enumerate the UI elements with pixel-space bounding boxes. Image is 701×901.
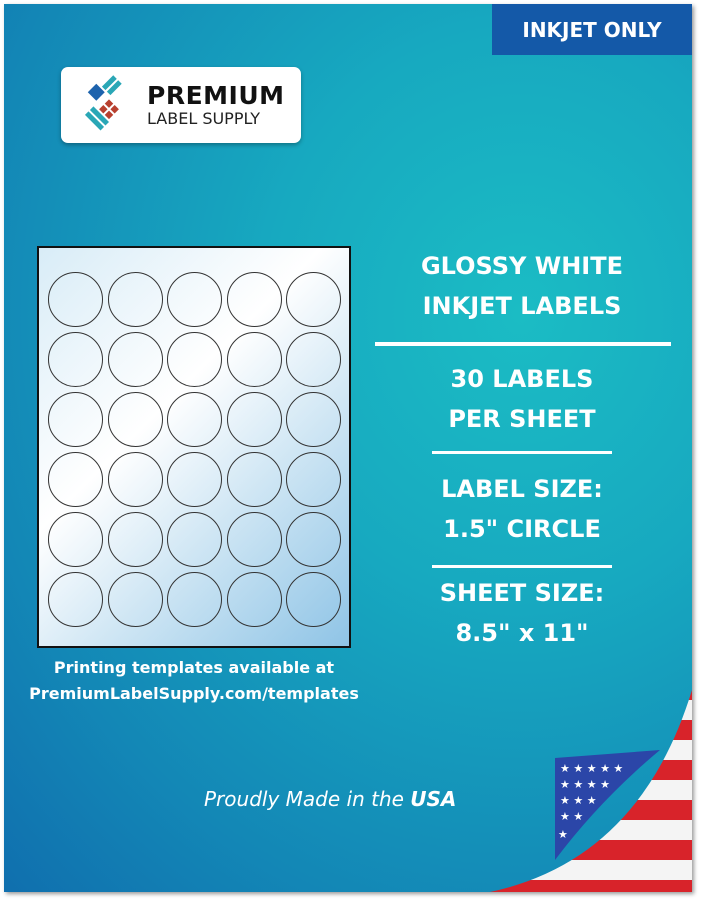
circle-label bbox=[48, 452, 103, 507]
circle-label bbox=[107, 392, 163, 447]
circle-label bbox=[107, 272, 163, 327]
circle-label bbox=[167, 512, 222, 567]
svg-text:★ ★ ★ ★: ★ ★ ★ ★ bbox=[560, 778, 610, 791]
circle-label bbox=[226, 512, 282, 567]
circle-label bbox=[286, 512, 341, 567]
circle-label bbox=[107, 512, 163, 567]
logo-text-label-supply: LABEL SUPPLY bbox=[147, 109, 261, 128]
logo-text-premium: PREMIUM bbox=[147, 81, 285, 110]
circle-label bbox=[286, 332, 341, 387]
circle-label bbox=[167, 572, 222, 627]
circle-label bbox=[48, 392, 103, 447]
svg-text:★ ★: ★ ★ bbox=[560, 810, 583, 823]
circle-label bbox=[286, 392, 341, 447]
sheet-size-line-2: 8.5" x 11" bbox=[455, 619, 589, 647]
svg-text:★ ★ ★ ★ ★: ★ ★ ★ ★ ★ bbox=[560, 762, 623, 775]
circle-label bbox=[107, 332, 163, 387]
circle-label bbox=[167, 272, 222, 327]
title-line-2: INKJET LABELS bbox=[422, 292, 622, 320]
product-image: INKJET ONLY PREMIUM LABEL SUPPLY GLOSSY … bbox=[4, 4, 692, 892]
circle-label bbox=[286, 272, 341, 327]
circle-label bbox=[226, 332, 282, 387]
divider bbox=[432, 451, 612, 454]
title-line-1: GLOSSY WHITE bbox=[420, 252, 624, 280]
count-line-1: 30 LABELS bbox=[450, 365, 594, 393]
brand-logo: PREMIUM LABEL SUPPLY bbox=[61, 67, 301, 143]
made-in-prefix: Proudly Made in the bbox=[204, 787, 411, 811]
circle-label bbox=[167, 452, 222, 507]
circle-label bbox=[286, 452, 341, 507]
count-line-2: PER SHEET bbox=[448, 405, 596, 433]
circle-label bbox=[167, 332, 222, 387]
circle-label bbox=[48, 512, 103, 567]
made-in-country: USA bbox=[410, 787, 457, 811]
circle-label bbox=[167, 392, 222, 447]
circle-label bbox=[226, 572, 282, 627]
label-sheet-illustration bbox=[37, 246, 351, 648]
circle-label bbox=[48, 332, 103, 387]
circle-label bbox=[48, 272, 103, 327]
templates-url: PremiumLabelSupply.com/templates bbox=[29, 684, 359, 703]
label-size-line-1: LABEL SIZE: bbox=[441, 475, 603, 503]
circle-label bbox=[226, 452, 282, 507]
made-in-usa-text: Proudly Made in the USA bbox=[204, 787, 456, 811]
divider bbox=[432, 565, 612, 568]
circle-label bbox=[107, 452, 163, 507]
svg-text:★: ★ bbox=[558, 828, 568, 841]
sheet-size-line-1: SHEET SIZE: bbox=[439, 579, 605, 607]
circle-label bbox=[286, 572, 341, 627]
label-size-line-2: 1.5" CIRCLE bbox=[443, 515, 601, 543]
inkjet-only-badge: INKJET ONLY bbox=[492, 4, 692, 55]
flag-stars: ★ ★ ★ ★ ★ ★ ★ ★ ★ ★ ★ ★ ★ ★ ★ bbox=[558, 762, 623, 841]
templates-note: Printing templates available at bbox=[53, 658, 335, 677]
divider bbox=[375, 342, 671, 346]
circle-label bbox=[226, 272, 282, 327]
svg-text:★ ★ ★: ★ ★ ★ bbox=[560, 794, 597, 807]
circle-label bbox=[107, 572, 163, 627]
logo-diamond-icon bbox=[84, 75, 122, 131]
circle-label bbox=[48, 572, 103, 627]
circle-label bbox=[226, 392, 282, 447]
